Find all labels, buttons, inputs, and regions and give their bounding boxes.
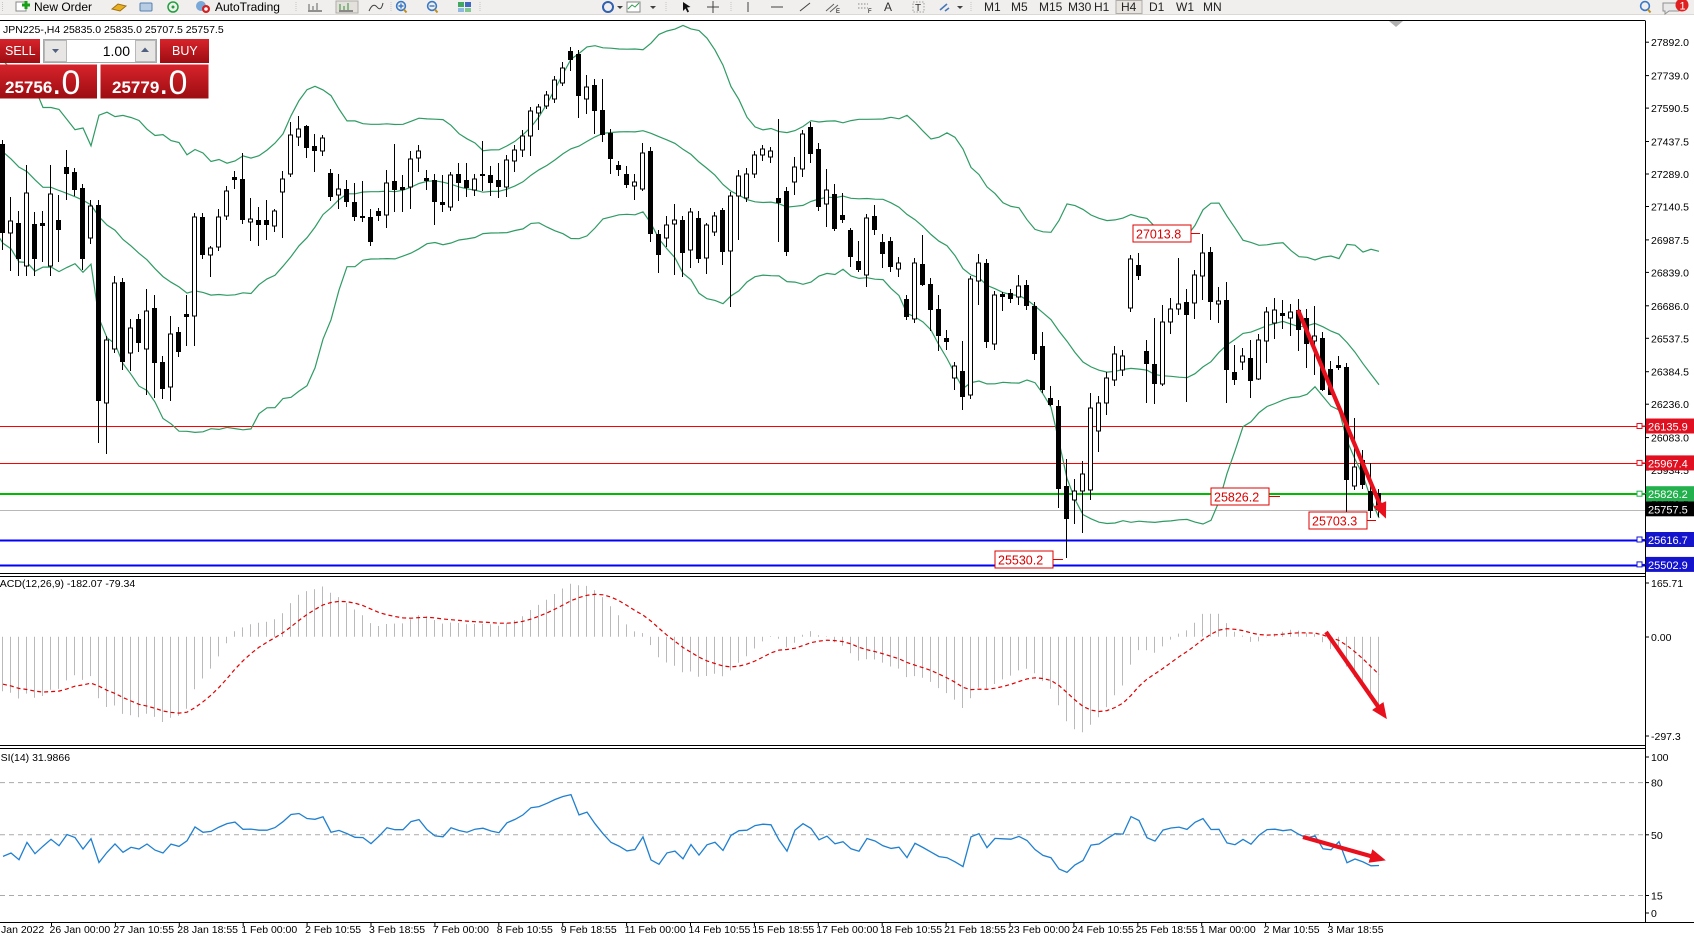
svg-text:7 Feb 00:00: 7 Feb 00:00: [433, 924, 489, 936]
svg-text:25756: 25756: [5, 78, 52, 97]
svg-text:T: T: [915, 3, 921, 14]
svg-text:26686.0: 26686.0: [1651, 301, 1689, 313]
svg-text:2 Mar 10:55: 2 Mar 10:55: [1264, 924, 1320, 936]
svg-text:25703.3: 25703.3: [1312, 515, 1357, 529]
svg-text:8 Feb 10:55: 8 Feb 10:55: [497, 924, 553, 936]
svg-text:D1: D1: [1149, 0, 1165, 14]
svg-text:M5: M5: [1011, 0, 1028, 14]
svg-text:15: 15: [1651, 891, 1663, 903]
svg-text:17 Feb 00:00: 17 Feb 00:00: [816, 924, 878, 936]
svg-text:H4: H4: [1121, 0, 1137, 14]
svg-text:28 Jan 18:55: 28 Jan 18:55: [177, 924, 238, 936]
svg-text:AutoTrading: AutoTrading: [215, 0, 280, 14]
svg-text:0: 0: [1651, 908, 1657, 920]
svg-text:1: 1: [1680, 1, 1686, 13]
svg-text:27590.5: 27590.5: [1651, 103, 1689, 115]
svg-text:26 Jan 00:00: 26 Jan 00:00: [50, 924, 111, 936]
svg-text:3 Feb 18:55: 3 Feb 18:55: [369, 924, 425, 936]
svg-text:1.00: 1.00: [103, 43, 130, 59]
svg-text:27140.5: 27140.5: [1651, 202, 1689, 214]
svg-text:JPN225-,H4 25835.0 25835.0 25: JPN225-,H4 25835.0 25835.0 25707.5 25757…: [3, 24, 224, 36]
svg-text:BUY: BUY: [172, 44, 198, 58]
svg-text:27892.0: 27892.0: [1651, 37, 1689, 49]
svg-text:15 Feb 18:55: 15 Feb 18:55: [752, 924, 814, 936]
svg-text:.0: .0: [52, 64, 80, 102]
svg-text:25502.9: 25502.9: [1648, 560, 1688, 572]
svg-text:11 Feb 00:00: 11 Feb 00:00: [625, 924, 686, 936]
svg-text:24 Feb 10:55: 24 Feb 10:55: [1072, 924, 1134, 936]
svg-text:50: 50: [1651, 830, 1663, 842]
svg-text:A: A: [884, 0, 892, 14]
svg-text:25616.7: 25616.7: [1648, 535, 1688, 547]
svg-text:25 Feb 18:55: 25 Feb 18:55: [1136, 924, 1198, 936]
svg-text:27289.0: 27289.0: [1651, 169, 1689, 181]
svg-text:1 Mar 00:00: 1 Mar 00:00: [1200, 924, 1256, 936]
svg-text:26384.5: 26384.5: [1651, 367, 1689, 379]
svg-text:100: 100: [1651, 752, 1669, 764]
svg-text:MACD(12,26,9) -182.07 -79.34: MACD(12,26,9) -182.07 -79.34: [0, 578, 135, 590]
svg-text:2 Feb 10:55: 2 Feb 10:55: [305, 924, 361, 936]
svg-text:F: F: [868, 9, 872, 15]
svg-text:25530.2: 25530.2: [998, 554, 1043, 568]
svg-text:25826.2: 25826.2: [1214, 491, 1259, 505]
svg-text:New Order: New Order: [34, 0, 92, 14]
svg-text:21 Feb 18:55: 21 Feb 18:55: [944, 924, 1006, 936]
svg-text:M30: M30: [1068, 0, 1092, 14]
svg-text:RSI(14) 31.9866: RSI(14) 31.9866: [0, 752, 70, 764]
svg-text:W1: W1: [1176, 0, 1194, 14]
svg-text:27 Jan 10:55: 27 Jan 10:55: [113, 924, 174, 936]
svg-text:25757.5: 25757.5: [1648, 504, 1688, 516]
svg-text:H1: H1: [1094, 0, 1110, 14]
svg-text:M1: M1: [984, 0, 1001, 14]
svg-text:165.71: 165.71: [1651, 578, 1683, 590]
svg-text:SELL: SELL: [5, 44, 36, 58]
svg-text:1 Feb 00:00: 1 Feb 00:00: [241, 924, 297, 936]
svg-text:.0: .0: [159, 64, 187, 102]
svg-text:26537.5: 26537.5: [1651, 333, 1689, 345]
svg-text:25779: 25779: [112, 78, 159, 97]
svg-text:Jan 2022: Jan 2022: [1, 924, 44, 936]
svg-text:26135.9: 26135.9: [1648, 422, 1688, 434]
svg-text:MN: MN: [1203, 0, 1222, 14]
svg-text:26083.0: 26083.0: [1651, 433, 1689, 445]
svg-text:-297.3: -297.3: [1651, 731, 1681, 743]
svg-text:27739.0: 27739.0: [1651, 71, 1689, 83]
svg-text:25826.2: 25826.2: [1648, 489, 1688, 501]
svg-text:26839.0: 26839.0: [1651, 267, 1689, 279]
svg-text:9 Feb 18:55: 9 Feb 18:55: [561, 924, 617, 936]
svg-text:26987.5: 26987.5: [1651, 235, 1689, 247]
svg-text:M15: M15: [1039, 0, 1063, 14]
svg-text:E: E: [836, 9, 840, 15]
svg-text:3 Mar 18:55: 3 Mar 18:55: [1328, 924, 1384, 936]
svg-text:25967.4: 25967.4: [1648, 458, 1688, 470]
svg-text:26236.0: 26236.0: [1651, 399, 1689, 411]
svg-text:23 Feb 00:00: 23 Feb 00:00: [1008, 924, 1070, 936]
svg-text:80: 80: [1651, 778, 1663, 790]
svg-text:27013.8: 27013.8: [1136, 228, 1181, 242]
svg-text:27437.5: 27437.5: [1651, 137, 1689, 149]
svg-text:18 Feb 10:55: 18 Feb 10:55: [880, 924, 942, 936]
svg-text:0.00: 0.00: [1651, 632, 1672, 644]
svg-text:14 Feb 10:55: 14 Feb 10:55: [689, 924, 751, 936]
